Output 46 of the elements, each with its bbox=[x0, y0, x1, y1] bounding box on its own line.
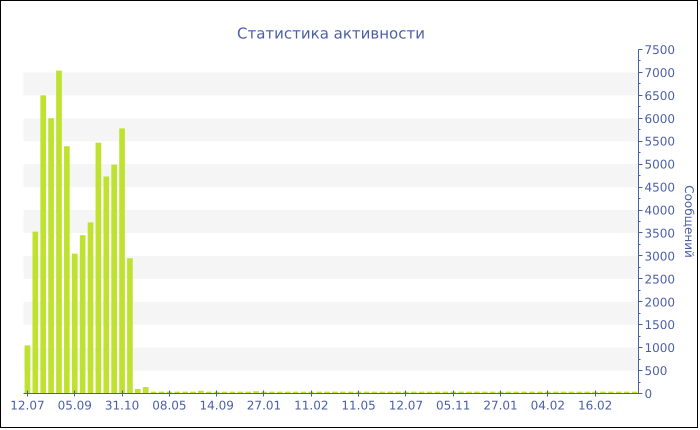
y-tick-label: 5500 bbox=[644, 134, 676, 149]
y-tick-label: 7500 bbox=[644, 43, 676, 57]
bar bbox=[88, 222, 94, 394]
y-tick-label: 3500 bbox=[644, 226, 676, 240]
y-tick-label: 4500 bbox=[644, 180, 676, 195]
bar bbox=[24, 345, 30, 394]
bar bbox=[32, 232, 38, 394]
x-tick-label: 04.02 bbox=[530, 398, 566, 412]
y-axis-title: Сообщений bbox=[682, 185, 696, 258]
y-tick-label: 500 bbox=[644, 364, 668, 378]
bar bbox=[64, 146, 70, 394]
y-tick-label: 0 bbox=[644, 387, 652, 401]
y-tick-label: 6500 bbox=[644, 88, 676, 103]
x-tick-label: 27.01 bbox=[246, 398, 282, 412]
bar bbox=[103, 176, 110, 394]
y-tick-label: 4000 bbox=[644, 204, 676, 218]
bar bbox=[56, 70, 62, 394]
y-tick-label: 1500 bbox=[644, 318, 676, 332]
x-tick-label: 12.07 bbox=[388, 398, 424, 412]
x-tick-label: 05.11 bbox=[436, 398, 470, 412]
y-tick-label: 2500 bbox=[644, 272, 676, 286]
x-tick-label: 27.01 bbox=[483, 398, 518, 412]
bar bbox=[127, 258, 133, 394]
bar bbox=[96, 142, 102, 394]
bar bbox=[80, 235, 86, 394]
y-tick-label: 3000 bbox=[644, 249, 676, 264]
x-tick-label: 11.05 bbox=[341, 398, 376, 412]
bar bbox=[119, 128, 125, 394]
x-tick-label: 12.07 bbox=[10, 398, 45, 412]
y-tick-label: 6000 bbox=[644, 112, 676, 126]
bar bbox=[72, 254, 78, 394]
y-tick-label: 2000 bbox=[644, 295, 676, 310]
bar bbox=[40, 95, 46, 394]
x-tick-label: 16.02 bbox=[578, 398, 612, 412]
x-tick-label: 31.10 bbox=[104, 398, 140, 412]
y-tick-label: 5000 bbox=[644, 158, 676, 172]
x-tick-label: 14.09 bbox=[199, 398, 234, 412]
bar bbox=[111, 164, 118, 394]
y-tick-label: 7000 bbox=[644, 66, 676, 80]
chart-title: Статистика активности bbox=[237, 24, 425, 42]
bar bbox=[142, 387, 149, 394]
x-tick-label: 11.02 bbox=[294, 398, 328, 412]
bar bbox=[48, 118, 54, 394]
x-tick-label: 05.09 bbox=[58, 398, 92, 412]
x-tick-label: 08.05 bbox=[152, 398, 187, 412]
y-tick-label: 1000 bbox=[644, 341, 676, 356]
